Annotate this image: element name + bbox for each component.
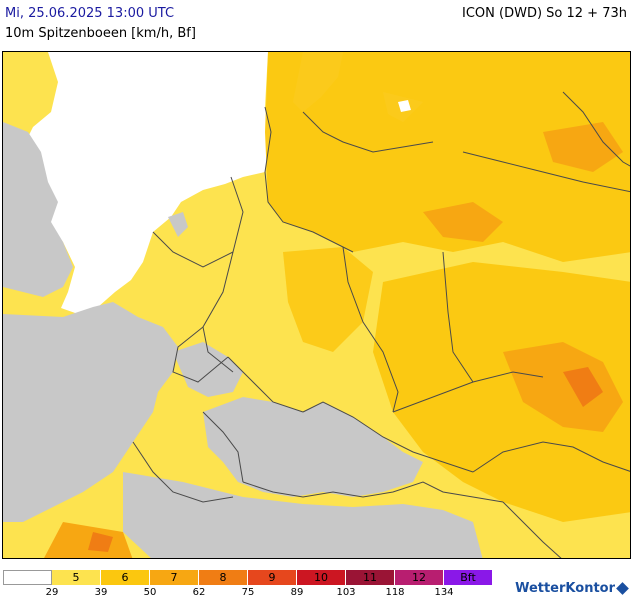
logo-text: WetterKontor — [515, 581, 615, 596]
wetterkontor-logo[interactable]: WetterKontor — [515, 581, 629, 596]
legend-tick: 103 — [336, 587, 356, 598]
header-model: ICON (DWD) So 12 + 73h — [462, 6, 627, 21]
legend-segment-11: 11 — [346, 570, 395, 585]
wind-level-6-north — [265, 52, 630, 262]
legend-segment-12: 12 — [395, 570, 444, 585]
legend-tick: 134 — [434, 587, 454, 598]
header-datetime: Mi, 25.06.2025 13:00 UTC — [5, 6, 175, 21]
logo-diamond-icon — [616, 582, 629, 595]
weather-map[interactable] — [2, 51, 631, 559]
south-germany-grey — [203, 397, 423, 497]
legend-segment-calm — [3, 570, 52, 585]
legend-segment-9: 9 — [248, 570, 297, 585]
wind-level-6-east — [373, 262, 630, 522]
north-sea — [23, 52, 271, 314]
map-canvas — [3, 52, 630, 558]
legend-segment-8: 8 — [199, 570, 248, 585]
legend-tick: 50 — [143, 587, 157, 598]
wind-level-7-patch-c — [44, 522, 133, 558]
wind-level-7-patch-b — [423, 202, 503, 242]
legend-tick: 118 — [385, 587, 405, 598]
wind-level-7-patch-d — [543, 122, 623, 172]
lake — [398, 100, 411, 112]
legend-bar: 5 6 7 8 9 10 11 12 Bft — [3, 570, 493, 585]
legend-tick: 75 — [241, 587, 255, 598]
belgium-grey — [173, 342, 243, 397]
legend-tick: 89 — [290, 587, 304, 598]
country-borders — [132, 91, 630, 558]
header-parameter: 10m Spitzenboeen [km/h, Bf] — [5, 26, 196, 41]
wind-level-8-spot-a — [563, 367, 603, 407]
north-grey — [168, 212, 188, 237]
legend-tick: 62 — [192, 587, 206, 598]
legend-tick: 39 — [94, 587, 108, 598]
legend-segment-6: 6 — [101, 570, 150, 585]
wind-level-7-patch-a — [503, 342, 623, 432]
wind-level-6-center — [283, 247, 373, 352]
legend-segment-7: 7 — [150, 570, 199, 585]
legend-segment-10: 10 — [297, 570, 346, 585]
legend-ticks: 29 39 50 62 75 89 103 118 134 — [3, 587, 503, 599]
legend-segment-5: 5 — [52, 570, 101, 585]
great-britain — [3, 122, 73, 297]
wind-level-8-spot-b — [88, 532, 113, 552]
legend-segment-bft: Bft — [444, 570, 493, 585]
france-grey — [3, 302, 178, 522]
legend-tick: 29 — [45, 587, 59, 598]
alps-grey — [123, 472, 483, 558]
